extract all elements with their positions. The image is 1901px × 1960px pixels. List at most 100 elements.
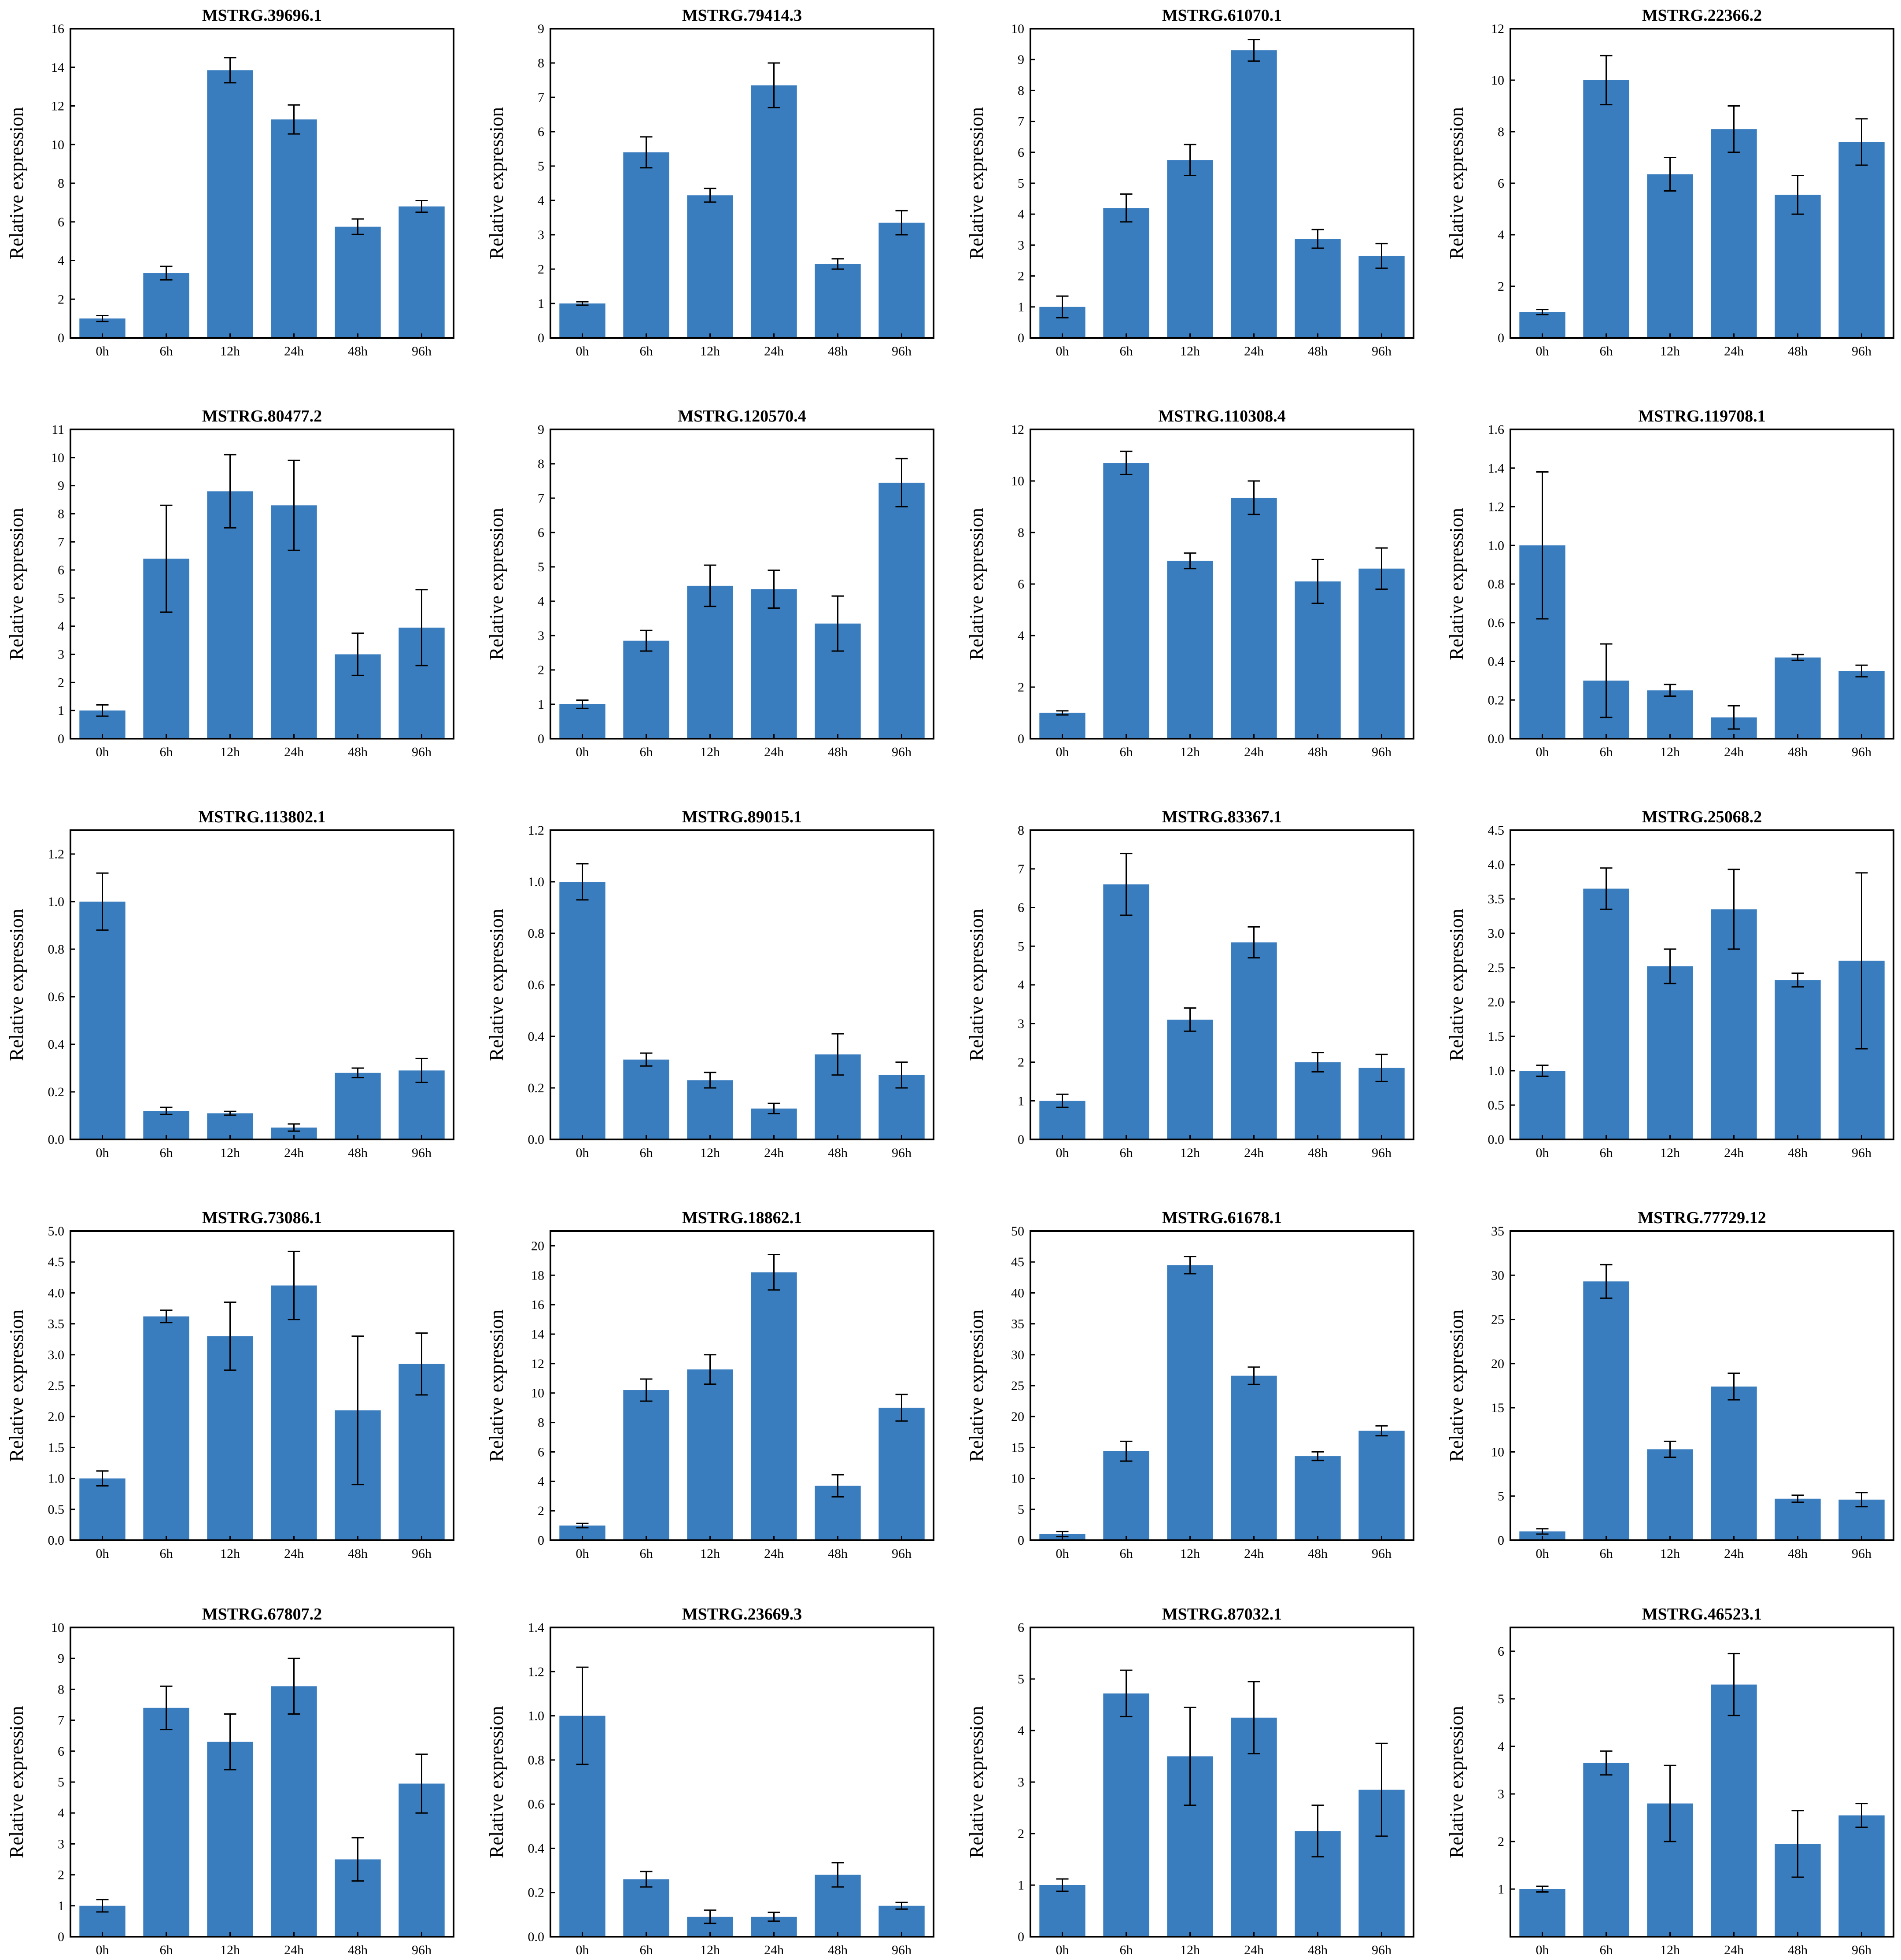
x-tick-label: 6h bbox=[1120, 1146, 1133, 1160]
y-axis-label: Relative expression bbox=[966, 1309, 987, 1462]
x-tick-label: 6h bbox=[640, 344, 653, 359]
y-tick-label: 1.2 bbox=[528, 1664, 545, 1679]
x-tick-label: 24h bbox=[1244, 745, 1264, 759]
bar bbox=[1775, 980, 1821, 1139]
y-tick-label: 0 bbox=[58, 732, 64, 746]
y-tick-label: 10 bbox=[1011, 474, 1024, 488]
x-tick-label: 0h bbox=[96, 1146, 109, 1160]
x-tick-label: 0h bbox=[96, 1546, 109, 1561]
y-tick-label: 2 bbox=[1018, 269, 1024, 284]
y-axis-label: Relative expression bbox=[486, 909, 507, 1061]
y-tick-label: 0 bbox=[58, 1930, 64, 1944]
y-tick-label: 5 bbox=[1498, 1489, 1504, 1504]
y-tick-label: 9 bbox=[538, 422, 544, 437]
y-tick-label: 4 bbox=[1018, 1723, 1024, 1738]
y-tick-label: 14 bbox=[531, 1327, 544, 1342]
y-tick-label: 6 bbox=[1018, 577, 1024, 592]
bar bbox=[1519, 1531, 1565, 1540]
bar bbox=[879, 1905, 925, 1937]
bar bbox=[271, 119, 317, 338]
y-tick-label: 6 bbox=[538, 125, 544, 139]
axis-frame bbox=[70, 1627, 454, 1938]
bar bbox=[687, 1369, 733, 1540]
y-axis-label: Relative expression bbox=[486, 1706, 507, 1858]
chart-title: MSTRG.67807.2 bbox=[202, 1605, 322, 1623]
bar bbox=[271, 1686, 317, 1937]
chart-title: MSTRG.22366.2 bbox=[1642, 6, 1762, 25]
y-tick-label: 35 bbox=[1491, 1224, 1504, 1239]
y-tick-label: 4.0 bbox=[1488, 858, 1505, 872]
y-tick-label: 6 bbox=[1498, 176, 1504, 191]
bar bbox=[751, 1272, 797, 1540]
y-tick-label: 0.5 bbox=[1488, 1098, 1505, 1113]
bar bbox=[1583, 1281, 1629, 1540]
y-tick-label: 11 bbox=[52, 422, 64, 437]
y-axis-label: Relative expression bbox=[486, 508, 507, 660]
axis-frame bbox=[550, 429, 934, 740]
y-tick-label: 4 bbox=[1018, 629, 1024, 643]
y-tick-label: 1.0 bbox=[48, 895, 65, 909]
x-tick-label: 48h bbox=[1308, 1546, 1328, 1561]
chart-panel: MSTRG.73086.1 Relative expression 0h 6h 12h 2… bbox=[6, 1209, 454, 1561]
y-tick-label: 5 bbox=[58, 1775, 64, 1790]
y-tick-label: 3.0 bbox=[48, 1348, 65, 1362]
y-tick-label: 3 bbox=[538, 228, 544, 242]
x-tick-label: 96h bbox=[412, 1546, 432, 1561]
bar bbox=[751, 589, 797, 739]
y-tick-label: 0 bbox=[1498, 331, 1504, 345]
axis-frame bbox=[550, 829, 934, 1140]
bar bbox=[143, 273, 189, 338]
y-tick-label: 1 bbox=[538, 697, 544, 712]
x-tick-label: 48h bbox=[348, 745, 368, 759]
y-axis-label: Relative expression bbox=[1446, 1309, 1467, 1462]
y-tick-label: 0.8 bbox=[48, 942, 65, 957]
y-tick-label: 3.5 bbox=[48, 1317, 65, 1331]
x-tick-label: 48h bbox=[348, 1146, 368, 1160]
axis-frame bbox=[550, 28, 934, 339]
y-tick-label: 0 bbox=[1018, 1132, 1024, 1147]
y-tick-label: 2 bbox=[1498, 1834, 1504, 1849]
y-tick-label: 1.5 bbox=[48, 1440, 65, 1455]
axis-frame bbox=[1030, 829, 1414, 1140]
x-tick-label: 96h bbox=[892, 1146, 912, 1160]
y-axis-label: Relative expression bbox=[966, 508, 987, 660]
y-tick-label: 4 bbox=[1018, 207, 1024, 222]
y-tick-label: 15 bbox=[1011, 1440, 1024, 1455]
y-tick-label: 6 bbox=[1018, 145, 1024, 160]
x-tick-label: 0h bbox=[1056, 745, 1069, 759]
bar bbox=[1711, 1387, 1757, 1540]
chart-panel: MSTRG.39696.1 Relative expression 0h 6h 12h 2… bbox=[6, 6, 454, 359]
x-tick-label: 12h bbox=[220, 1146, 240, 1160]
chart-panel: MSTRG.22366.2 Relative expression 0h 6h 12h 2… bbox=[1446, 6, 1894, 359]
x-tick-label: 24h bbox=[1724, 1146, 1744, 1160]
x-tick-label: 48h bbox=[1308, 1146, 1328, 1160]
y-tick-label: 1.0 bbox=[528, 875, 545, 889]
y-tick-label: 2 bbox=[58, 1868, 64, 1882]
chart-title: MSTRG.89015.1 bbox=[682, 808, 802, 826]
y-tick-label: 2 bbox=[538, 262, 544, 277]
x-tick-label: 96h bbox=[412, 745, 432, 759]
x-tick-label: 6h bbox=[1600, 1546, 1613, 1561]
chart-title: MSTRG.113802.1 bbox=[198, 808, 325, 826]
chart-panel: MSTRG.46523.1 Relative expression 0h 6h 12h 2… bbox=[1446, 1605, 1894, 1957]
y-tick-label: 8 bbox=[538, 457, 544, 471]
y-tick-label: 1 bbox=[1498, 1882, 1504, 1897]
x-tick-label: 12h bbox=[1180, 1146, 1200, 1160]
x-tick-label: 24h bbox=[764, 344, 784, 359]
bar bbox=[1231, 498, 1277, 739]
x-tick-label: 96h bbox=[892, 1546, 912, 1561]
bar bbox=[1295, 239, 1341, 338]
y-tick-label: 5 bbox=[1498, 1692, 1504, 1706]
x-tick-label: 0h bbox=[576, 1943, 589, 1957]
y-tick-label: 2 bbox=[538, 663, 544, 677]
y-axis-label: Relative expression bbox=[1446, 508, 1467, 660]
y-axis-label: Relative expression bbox=[966, 1706, 987, 1858]
x-tick-label: 48h bbox=[1788, 1943, 1808, 1957]
y-tick-label: 16 bbox=[51, 22, 64, 36]
x-tick-label: 96h bbox=[1852, 1943, 1871, 1957]
y-axis-label: Relative expression bbox=[6, 1706, 27, 1858]
y-tick-label: 7 bbox=[538, 90, 544, 105]
y-tick-label: 5 bbox=[538, 159, 544, 174]
chart-panel: MSTRG.79414.3 Relative expression 0h 6h 12h 2… bbox=[486, 6, 934, 359]
bar bbox=[559, 704, 605, 739]
